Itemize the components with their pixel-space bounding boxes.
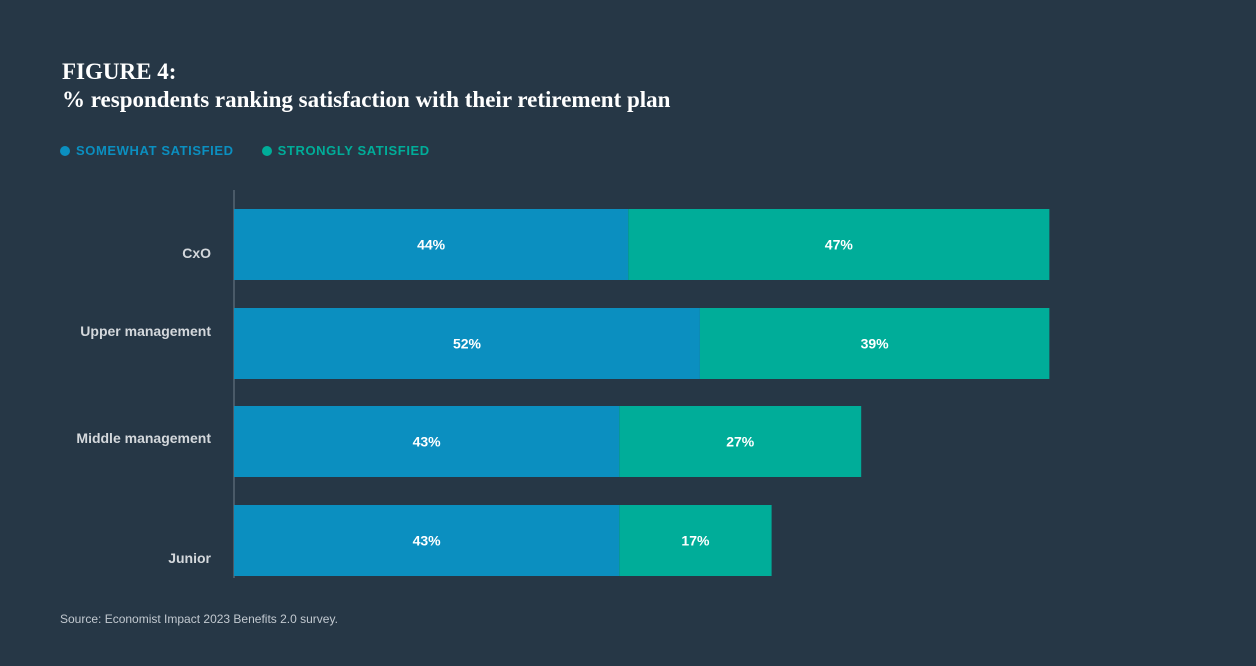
legend-label-somewhat: SOMEWHAT SATISFIED xyxy=(76,143,234,158)
data-label: 52% xyxy=(453,336,482,352)
data-label: 39% xyxy=(861,336,890,352)
legend: SOMEWHAT SATISFIED STRONGLY SATISFIED xyxy=(60,143,430,158)
data-label: 47% xyxy=(825,237,854,253)
legend-label-strongly: STRONGLY SATISFIED xyxy=(277,143,430,158)
bar-segment-strongly xyxy=(619,505,772,576)
legend-swatch-strongly xyxy=(261,145,272,156)
category-label: Junior xyxy=(168,550,211,566)
bar-segment-strongly xyxy=(699,308,1050,379)
data-label: 43% xyxy=(413,434,442,450)
data-label: 17% xyxy=(681,533,710,549)
chart-title: FIGURE 4: % respondents ranking satisfac… xyxy=(62,58,670,114)
figure-number: FIGURE 4: xyxy=(62,59,177,84)
data-label: 27% xyxy=(726,434,755,450)
bar-segment-somewhat xyxy=(234,505,620,576)
bar-segment-strongly xyxy=(628,209,1050,280)
source-note: Source: Economist Impact 2023 Benefits 2… xyxy=(60,612,338,626)
figure-title: % respondents ranking satisfaction with … xyxy=(62,87,671,112)
bar-segment-somewhat xyxy=(234,209,629,280)
category-label: CxO xyxy=(182,245,211,261)
bar-segment-strongly xyxy=(619,406,862,477)
category-label: Middle management xyxy=(76,430,211,446)
legend-item-strongly: STRONGLY SATISFIED xyxy=(261,143,430,158)
data-label: 44% xyxy=(417,237,446,253)
bar-segment-somewhat xyxy=(234,308,700,379)
category-label: Upper management xyxy=(80,323,211,339)
data-label: 43% xyxy=(413,533,442,549)
legend-swatch-somewhat xyxy=(60,145,70,156)
bar-segment-somewhat xyxy=(234,406,620,477)
legend-item-somewhat: SOMEWHAT SATISFIED xyxy=(60,143,234,158)
